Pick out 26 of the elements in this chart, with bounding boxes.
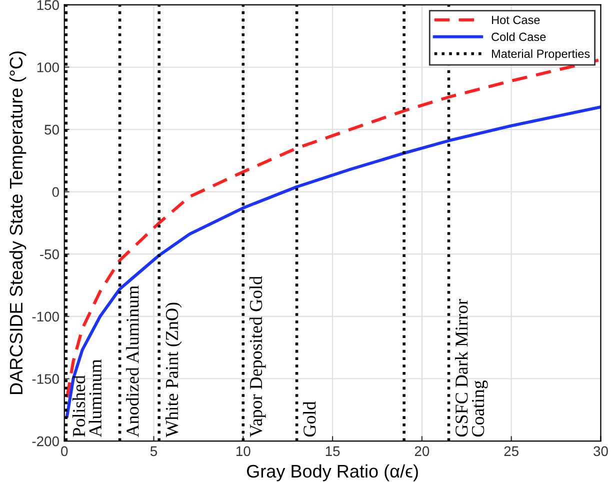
x-tick-label: 10 [236,446,250,456]
y-tick-label: -50 [40,249,59,260]
ref-line-label: GSFC Dark Mirror Coating [455,299,488,437]
y-axis-title: DARCSIDE Steady State Temperature (°C) [9,52,26,394]
ref-line-label: Vapor Deposited Gold [249,276,266,438]
x-tick-label: 5 [150,446,158,456]
y-tick-label: 50 [44,124,59,135]
ref-line-label: Polished Aluminum [72,359,102,438]
legend-label: Cold Case [492,32,546,42]
x-tick-label: 25 [504,446,518,456]
y-tick-label: 100 [37,62,59,72]
y-tick-label: 150 [37,0,59,10]
y-tick-label: -100 [32,312,59,322]
x-tick-label: 15 [326,446,340,456]
y-tick-label: -200 [32,436,59,446]
x-tick-label: 30 [594,446,608,456]
ref-line-label: Anodized Aluminum [126,286,139,438]
ref-line-label: Gold [303,401,316,437]
legend-label: Hot Case [492,16,540,24]
x-axis-title: Gray Body Ratio (α/ϵ) [246,464,418,482]
y-tick-label: 0 [52,187,59,197]
ref-line-label: White Paint (ZnO) [165,302,182,438]
annotation: Material Properties [492,49,590,60]
x-tick-label: 20 [414,446,430,456]
y-tick-label: -150 [32,374,59,384]
x-tick-label: 0 [61,446,68,456]
